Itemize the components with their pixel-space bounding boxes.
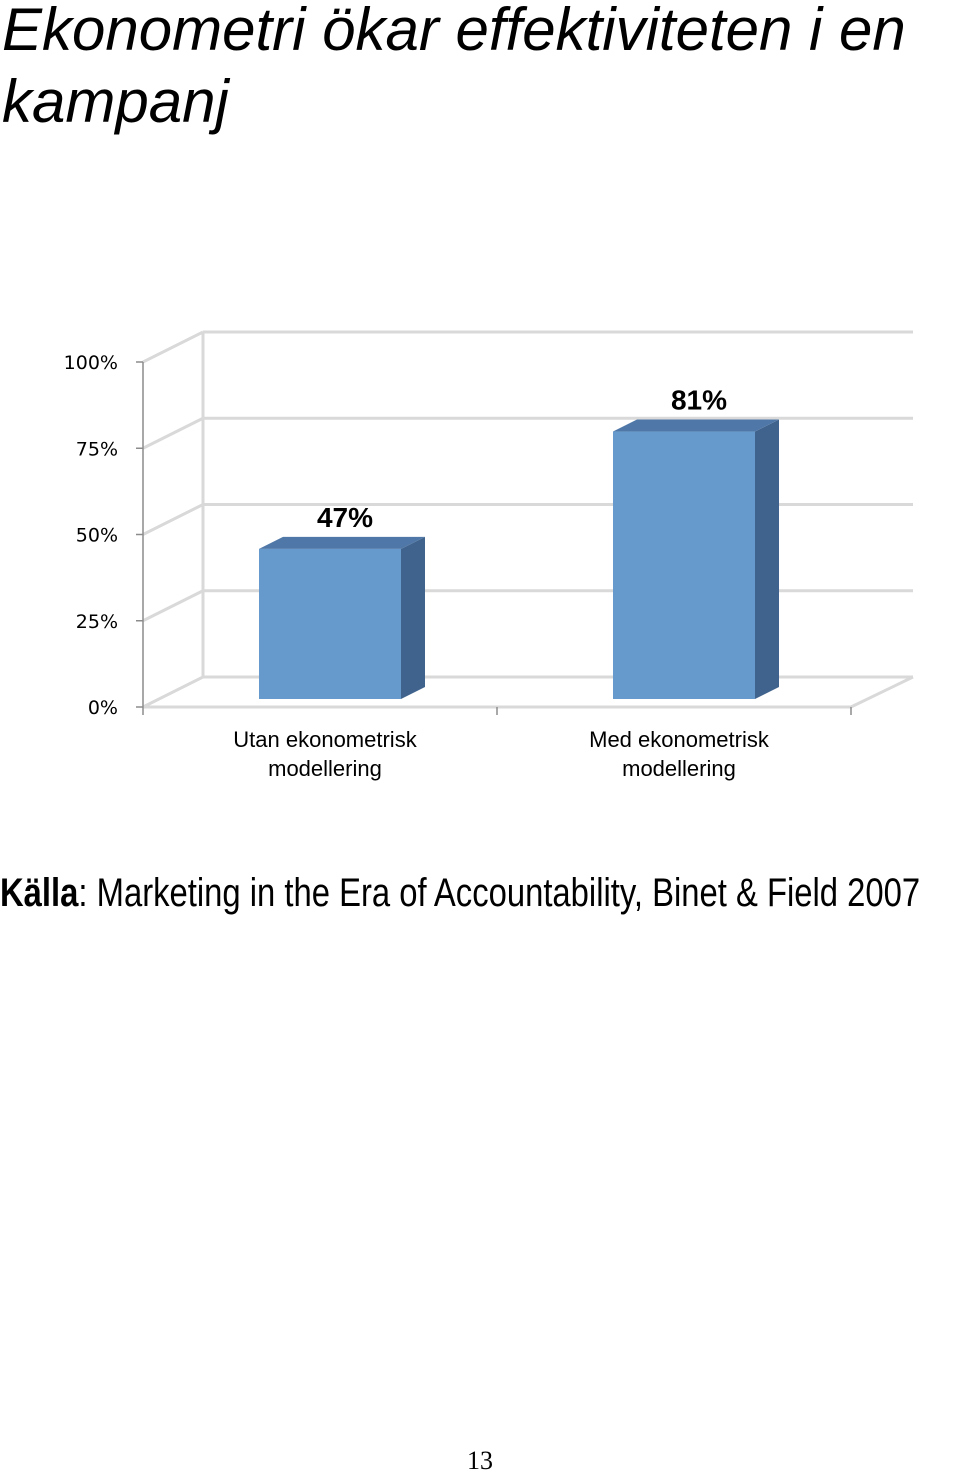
page-number: 13 (467, 1446, 493, 1475)
floor-right-edge (850, 675, 914, 709)
bar-top (259, 536, 425, 549)
data-label: 81% (671, 385, 727, 416)
data-label: 47% (317, 502, 373, 533)
gridline-side (142, 589, 204, 623)
gridline-side (142, 675, 204, 709)
y-tick-label: 50% (76, 525, 118, 547)
bar (259, 548, 401, 699)
x-category-label: modellering (622, 756, 736, 781)
y-tick-label: 75% (76, 438, 118, 460)
y-tick-label: 25% (76, 611, 118, 633)
bar (613, 431, 755, 699)
gridline-side (142, 503, 204, 536)
gridline-side (142, 416, 204, 450)
source-text: : Marketing in the Era of Accountability… (78, 871, 921, 915)
x-category-label: Med ekonometrisk (589, 727, 770, 752)
axes: 0% 25% 50% 75% 100% (64, 352, 852, 719)
source-citation: Källa: Marketing in the Era of Accountab… (0, 870, 943, 916)
bar-chart: 0% 25% 50% 75% 100% 47% Utan ekonometrisk mode… (0, 300, 960, 800)
x-category-label: modellering (268, 756, 382, 781)
bar-side (401, 536, 425, 699)
source-label: Källa (0, 871, 79, 915)
bar-top (613, 419, 779, 432)
bars (259, 419, 779, 699)
bar-side (755, 419, 779, 699)
gridline-side (142, 330, 204, 364)
gridlines (142, 330, 914, 709)
y-tick-label: 0% (88, 697, 118, 719)
chart-svg: 0% 25% 50% 75% 100% 47% Utan ekonometrisk mode… (64, 330, 914, 781)
y-tick-label: 100% (64, 352, 118, 374)
slide-title: Ekonometri ökar effektiviteten i en kamp… (2, 0, 906, 135)
labels: 47% Utan ekonometrisk modellering 81% Med ek… (233, 385, 770, 781)
x-category-label: Utan ekonometrisk (233, 727, 417, 752)
